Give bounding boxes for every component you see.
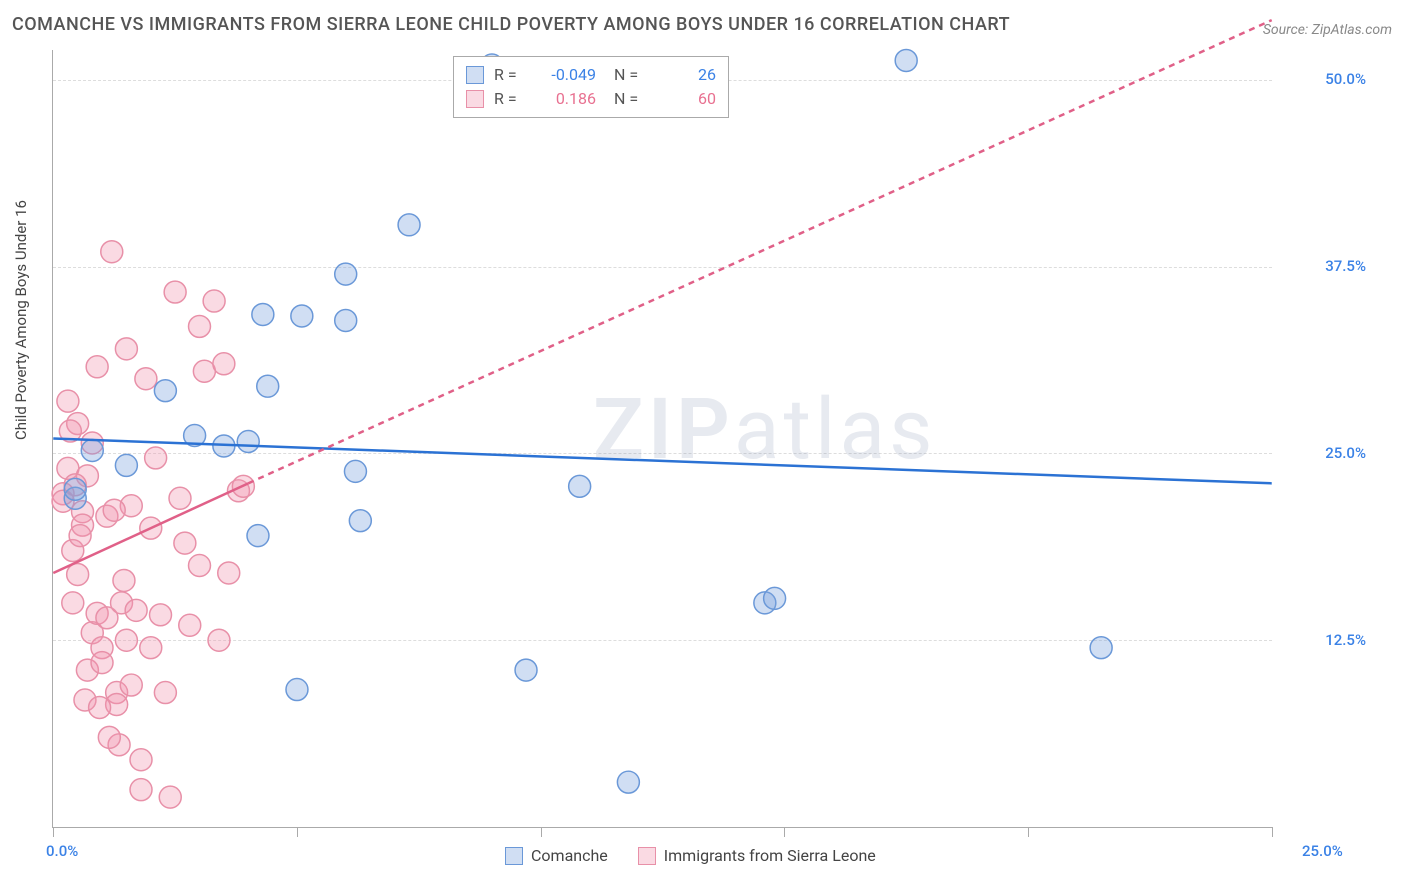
y-tick-label: 25.0% — [1325, 444, 1366, 462]
x-tick — [1272, 827, 1273, 837]
series-legend: Comanche Immigrants from Sierra Leone — [505, 846, 876, 865]
source-label: Source: ZipAtlas.com — [1263, 22, 1392, 38]
legend-item-sierra-leone: Immigrants from Sierra Leone — [638, 846, 876, 865]
x-tick — [541, 827, 542, 837]
y-axis-label: Child Poverty Among Boys Under 16 — [12, 200, 30, 440]
y-tick-label: 12.5% — [1325, 631, 1366, 649]
chart-title: COMANCHE VS IMMIGRANTS FROM SIERRA LEONE… — [12, 14, 1010, 35]
swatch-comanche — [505, 847, 523, 865]
x-tick-label: 25.0% — [1302, 842, 1343, 860]
swatch-sierra-leone — [466, 90, 484, 108]
x-tick — [784, 827, 785, 837]
x-tick — [1028, 827, 1029, 837]
y-tick-label: 50.0% — [1325, 70, 1366, 88]
legend-item-comanche: Comanche — [505, 846, 608, 865]
x-tick-label: 0.0% — [46, 842, 78, 860]
correlation-chart: COMANCHE VS IMMIGRANTS FROM SIERRA LEONE… — [0, 0, 1406, 892]
plot-area: ZIPatlas R = -0.049 N = 26 R = 0.186 N =… — [52, 50, 1272, 828]
swatch-comanche — [466, 66, 484, 84]
swatch-sierra-leone — [638, 847, 656, 865]
x-tick — [53, 827, 54, 837]
legend-row-sierra-leone: R = 0.186 N = 60 — [466, 87, 716, 111]
y-tick-label: 37.5% — [1325, 257, 1366, 275]
legend-row-comanche: R = -0.049 N = 26 — [466, 63, 716, 87]
x-tick — [297, 827, 298, 837]
correlation-legend: R = -0.049 N = 26 R = 0.186 N = 60 — [453, 56, 729, 118]
scatter-svg — [53, 50, 1272, 827]
